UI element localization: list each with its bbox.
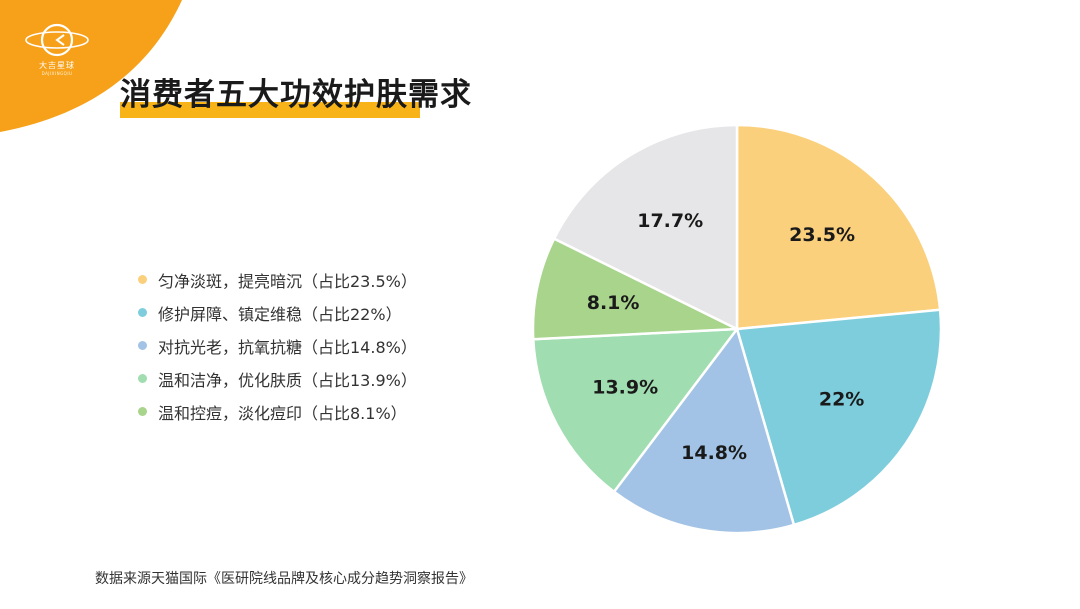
pie-slice xyxy=(612,326,796,535)
title-block: 消费者五大功效护肤需求 xyxy=(120,74,472,120)
page-title: 消费者五大功效护肤需求 xyxy=(120,77,472,113)
slice-data-label: 23.5% xyxy=(789,224,855,246)
slice-data-label: 13.9% xyxy=(592,377,658,399)
chart-legend: 匀净淡斑，提亮暗沉（占比23.5%） 修护屏障、镇定维稳（占比22%） 对抗光老… xyxy=(138,263,417,428)
brand-name: 大吉星球 xyxy=(39,61,75,70)
legend-label: 温和控痘，淡化痘印（占比8.1%） xyxy=(158,403,407,423)
legend-item: 对抗光老，抗氧抗糖（占比14.8%） xyxy=(138,329,417,362)
legend-dot xyxy=(138,308,147,317)
pie-slice xyxy=(735,308,943,527)
legend-item: 匀净淡斑，提亮暗沉（占比23.5%） xyxy=(138,263,417,296)
legend-dot xyxy=(138,275,147,284)
legend-dot xyxy=(138,407,147,416)
pie-slice xyxy=(531,237,742,341)
legend-label: 修护屏障、镇定维稳（占比22%） xyxy=(158,304,402,324)
legend-label: 匀净淡斑，提亮暗沉（占比23.5%） xyxy=(158,271,417,291)
legend-item: 温和洁净，优化肤质（占比13.9%） xyxy=(138,362,417,395)
legend-item: 温和控痘，淡化痘印（占比8.1%） xyxy=(138,395,417,428)
brand-subtitle: DAJIXINGQIU xyxy=(41,71,73,76)
slice-data-label: 8.1% xyxy=(587,292,640,314)
legend-label: 对抗光老，抗氧抗糖（占比14.8%） xyxy=(158,337,417,357)
title-highlight xyxy=(120,102,420,118)
legend-item: 修护屏障、镇定维稳（占比22%） xyxy=(138,296,417,329)
slice-data-label: 14.8% xyxy=(681,442,747,464)
data-source-note: 数据来源天猫国际《医研院线品牌及核心成分趋势洞察报告》 xyxy=(95,571,473,587)
pie-slice xyxy=(735,123,942,331)
legend-dot xyxy=(138,374,147,383)
legend-dot xyxy=(138,341,147,350)
brand-logo-icon xyxy=(25,23,89,57)
pie-slice xyxy=(552,123,739,332)
legend-label: 温和洁净，优化肤质（占比13.9%） xyxy=(158,370,417,390)
pie-slice xyxy=(531,327,740,494)
slice-data-label: 22% xyxy=(819,389,864,411)
slice-data-label: 17.7% xyxy=(637,210,703,232)
